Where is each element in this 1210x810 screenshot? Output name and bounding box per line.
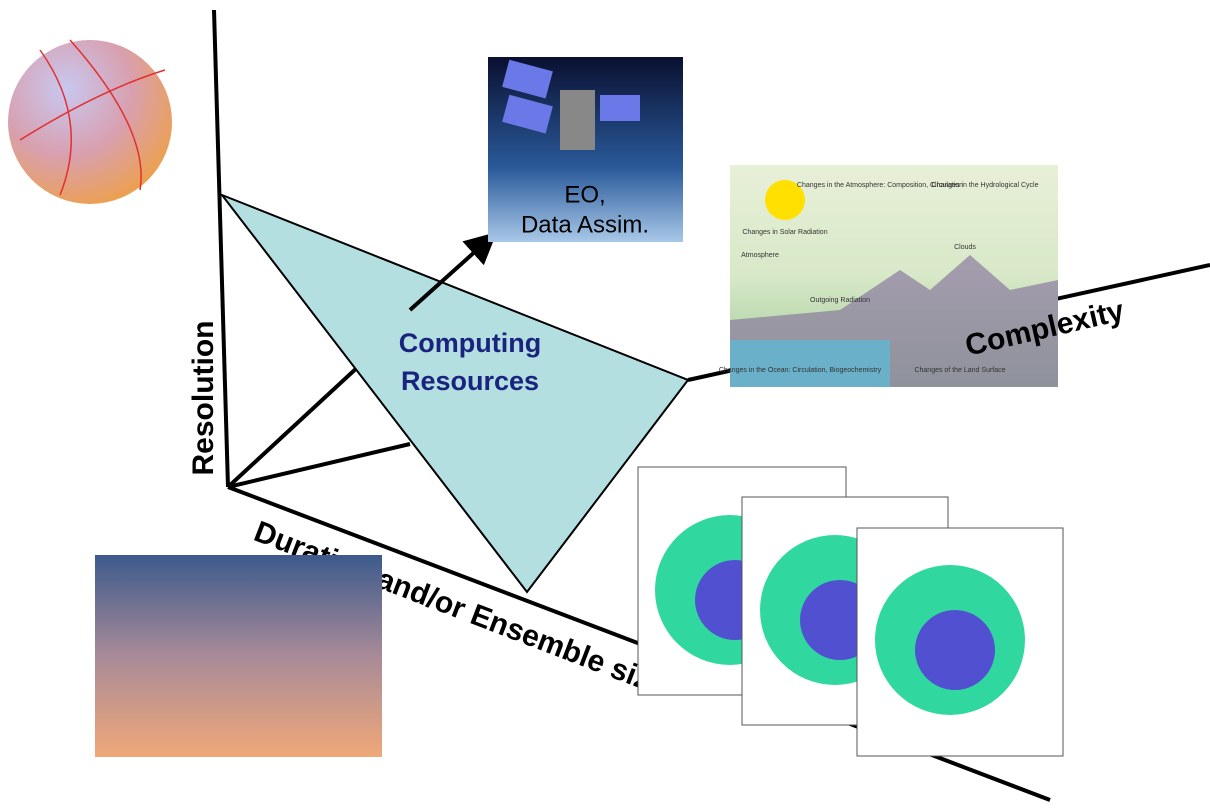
grid-sphere	[8, 40, 172, 204]
axis-line	[227, 442, 411, 489]
climate-label: Changes of the Land Surface	[914, 367, 1005, 374]
climate-label: Clouds	[954, 244, 976, 251]
resolution-label: Resolution	[187, 321, 220, 476]
resource-triangle	[218, 192, 690, 594]
sun	[765, 180, 805, 220]
ocean	[730, 340, 890, 387]
climate-label: Changes in Solar Radiation	[742, 229, 827, 236]
axis-line	[226, 363, 362, 489]
center-label: Resources	[401, 366, 539, 396]
resolution-axis	[212, 9, 230, 488]
arrow	[408, 231, 497, 312]
ensemble-maps	[637, 466, 1064, 757]
climate-label: Changes in the Hydrological Cycle	[932, 182, 1039, 189]
center-label: Computing	[399, 328, 541, 358]
satellite-label: EO,	[564, 181, 605, 208]
sphere-lines	[19, 39, 166, 196]
climate-label: Changes in the Ocean: Circulation, Bioge…	[719, 367, 882, 374]
satellite-label: Data Assim.	[521, 211, 649, 238]
climate-label: Atmosphere	[741, 252, 779, 259]
climate-label: Outgoing Radiation	[810, 297, 870, 304]
satellite	[502, 59, 640, 150]
inset-chart	[95, 555, 382, 757]
climate-label: Changes in the Atmosphere: Composition, …	[797, 182, 963, 189]
